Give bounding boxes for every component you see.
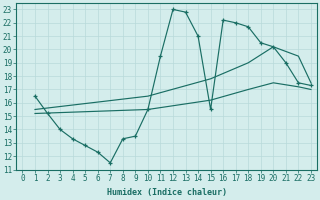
- X-axis label: Humidex (Indice chaleur): Humidex (Indice chaleur): [107, 188, 227, 197]
